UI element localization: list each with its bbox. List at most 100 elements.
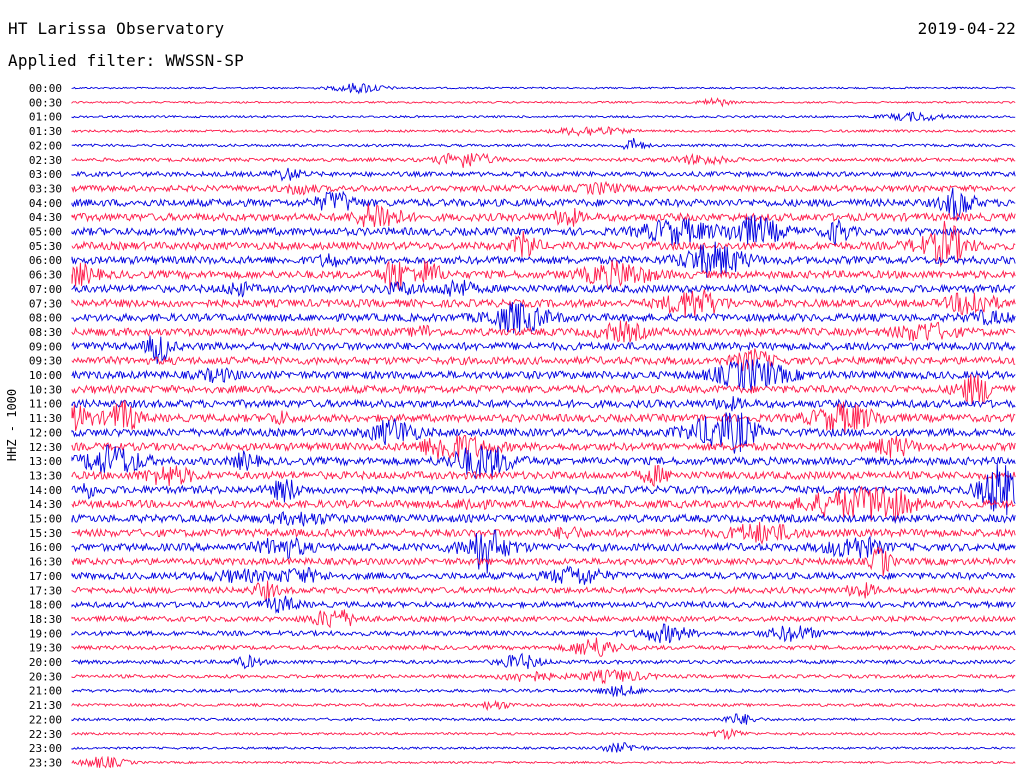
- seismic-trace: [71, 463, 1016, 516]
- seismic-trace: [71, 565, 1016, 585]
- seismic-trace: [71, 742, 1016, 753]
- seismic-trace: [71, 434, 1016, 462]
- row-time-label: 15:00: [29, 513, 62, 526]
- seismic-trace: [71, 465, 1016, 488]
- seismic-trace: [71, 220, 1016, 268]
- seismic-trace: [71, 637, 1016, 658]
- seismic-trace: [71, 400, 1016, 434]
- row-time-label: 22:30: [29, 728, 62, 741]
- seismic-trace: [71, 259, 1016, 290]
- seismic-trace: [71, 713, 1016, 725]
- seismic-trace: [71, 609, 1016, 629]
- row-time-label: 10:00: [29, 369, 62, 382]
- row-time-label: 20:00: [29, 656, 62, 669]
- seismic-trace: [71, 320, 1016, 343]
- row-time-label: 04:30: [29, 211, 62, 224]
- row-time-label: 00:30: [29, 96, 62, 109]
- seismic-trace: [71, 685, 1016, 698]
- row-time-label: 22:00: [29, 713, 62, 726]
- row-time-label: 17:30: [29, 584, 62, 597]
- row-time-label: 20:30: [29, 670, 62, 683]
- row-time-label: 16:30: [29, 556, 62, 569]
- row-time-label: 11:30: [29, 412, 62, 425]
- row-time-label: 12:00: [29, 426, 62, 439]
- seismic-trace: [71, 203, 1016, 228]
- seismic-trace: [71, 412, 1016, 454]
- row-time-label: 11:00: [29, 398, 62, 411]
- seismic-trace: [71, 727, 1016, 741]
- seismic-trace: [71, 96, 1016, 108]
- row-time-label: 03:30: [29, 182, 62, 195]
- row-time-label: 02:00: [29, 139, 62, 152]
- row-time-label: 19:30: [29, 642, 62, 655]
- row-time-label: 06:00: [29, 254, 62, 267]
- seismic-trace: [71, 241, 1016, 278]
- seismic-trace: [71, 546, 1016, 577]
- seismic-trace: [71, 278, 1016, 298]
- seismic-trace: [71, 396, 1016, 412]
- record-date: 2019-04-22: [917, 19, 1016, 38]
- seismic-trace: [71, 511, 1016, 527]
- row-time-label: 05:30: [29, 240, 62, 253]
- seismic-trace: [71, 82, 1016, 95]
- seismic-trace: [71, 699, 1016, 712]
- seismic-trace: [71, 529, 1016, 574]
- seismic-trace: [71, 358, 1016, 392]
- seismic-trace: [71, 595, 1016, 614]
- seismic-trace: [71, 623, 1016, 644]
- row-time-label: 14:00: [29, 484, 62, 497]
- seismic-trace: [71, 167, 1016, 182]
- filter-label: Applied filter: WWSSN-SP: [8, 51, 244, 70]
- row-time-label: 09:00: [29, 340, 62, 353]
- row-time-label: 02:30: [29, 154, 62, 167]
- row-time-label: 12:30: [29, 441, 62, 454]
- seismic-trace: [71, 444, 1016, 480]
- row-time-label: 15:30: [29, 527, 62, 540]
- row-time-label: 06:30: [29, 269, 62, 282]
- row-time-label: 03:00: [29, 168, 62, 181]
- row-time-label: 08:30: [29, 326, 62, 339]
- seismic-trace: [71, 187, 1016, 221]
- seismic-trace: [71, 668, 1016, 685]
- row-time-label: 00:00: [29, 82, 62, 95]
- seismic-trace: [71, 755, 1016, 769]
- row-time-label: 08:00: [29, 312, 62, 325]
- row-time-label: 13:00: [29, 455, 62, 468]
- station-title: HT Larissa Observatory: [8, 19, 225, 38]
- seismic-trace: [71, 652, 1016, 670]
- row-time-label: 14:30: [29, 498, 62, 511]
- row-time-label: 04:00: [29, 197, 62, 210]
- seismic-trace: [71, 335, 1016, 364]
- row-time-label: 23:30: [29, 756, 62, 769]
- seismic-trace: [71, 521, 1016, 545]
- seismic-trace: [71, 289, 1016, 319]
- y-axis-label: HHZ - 1000: [5, 389, 19, 461]
- seismic-trace: [71, 180, 1016, 196]
- seismic-trace: [71, 302, 1016, 334]
- row-time-label: 07:00: [29, 283, 62, 296]
- row-time-label: 01:30: [29, 125, 62, 138]
- row-time-label: 10:30: [29, 383, 62, 396]
- row-time-label: 13:30: [29, 469, 62, 482]
- seismic-trace: [71, 485, 1016, 523]
- row-time-label: 05:00: [29, 226, 62, 239]
- row-time-label: 18:30: [29, 613, 62, 626]
- seismic-trace: [71, 348, 1016, 372]
- seismic-trace: [71, 374, 1016, 405]
- row-time-label: 21:00: [29, 685, 62, 698]
- row-time-label: 07:30: [29, 297, 62, 310]
- row-time-label: 18:00: [29, 599, 62, 612]
- seismic-trace: [71, 152, 1016, 168]
- row-time-label: 09:30: [29, 355, 62, 368]
- row-time-label: 23:00: [29, 742, 62, 755]
- row-time-label: 16:00: [29, 541, 62, 554]
- row-time-label: 17:00: [29, 570, 62, 583]
- seismic-trace: [71, 126, 1016, 137]
- seismic-trace: [71, 215, 1016, 246]
- seismic-trace: [71, 580, 1016, 601]
- row-time-label: 21:30: [29, 699, 62, 712]
- seismic-trace: [71, 111, 1016, 122]
- row-time-label: 19:00: [29, 627, 62, 640]
